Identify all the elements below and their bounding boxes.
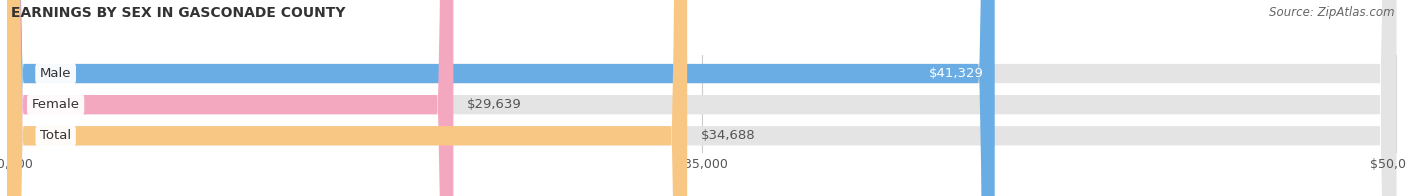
Text: $29,639: $29,639 bbox=[467, 98, 522, 111]
FancyBboxPatch shape bbox=[7, 0, 1396, 196]
FancyBboxPatch shape bbox=[7, 0, 688, 196]
Text: Female: Female bbox=[32, 98, 80, 111]
Text: $41,329: $41,329 bbox=[929, 67, 984, 80]
FancyBboxPatch shape bbox=[7, 0, 994, 196]
Text: Male: Male bbox=[39, 67, 72, 80]
Text: EARNINGS BY SEX IN GASCONADE COUNTY: EARNINGS BY SEX IN GASCONADE COUNTY bbox=[11, 6, 346, 20]
Text: Total: Total bbox=[41, 129, 72, 142]
FancyBboxPatch shape bbox=[7, 0, 453, 196]
FancyBboxPatch shape bbox=[7, 0, 1396, 196]
FancyBboxPatch shape bbox=[7, 0, 1396, 196]
Text: $34,688: $34,688 bbox=[702, 129, 755, 142]
Text: Source: ZipAtlas.com: Source: ZipAtlas.com bbox=[1270, 6, 1395, 19]
